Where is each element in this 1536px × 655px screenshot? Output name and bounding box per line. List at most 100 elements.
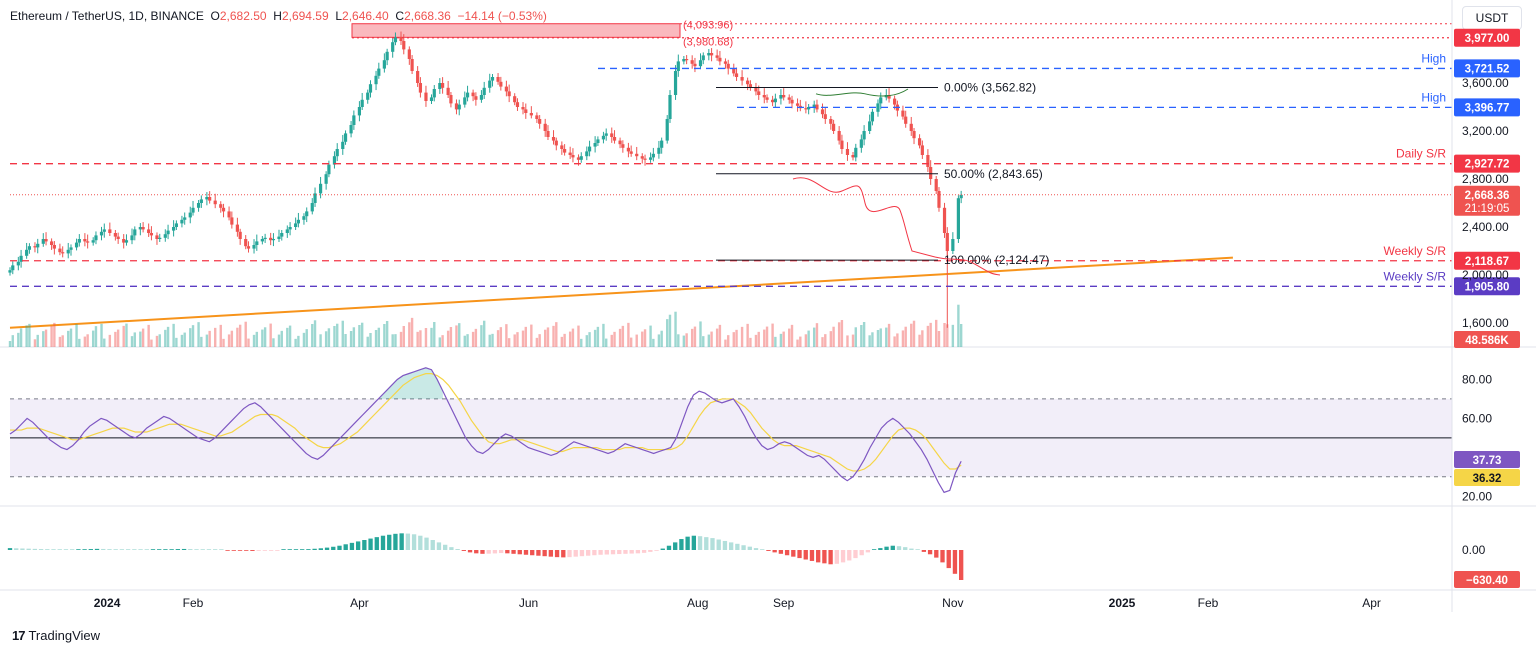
macd-histogram-bar — [679, 539, 684, 550]
volume-bar — [374, 330, 378, 347]
candle-body — [734, 73, 739, 77]
volume-bar — [17, 332, 20, 347]
candle-body — [432, 89, 436, 98]
volume-bar — [876, 330, 880, 347]
candle-body — [610, 133, 614, 137]
macd-histogram-bar — [573, 550, 578, 557]
macd-histogram-bar — [362, 540, 367, 550]
volume-bar — [832, 326, 835, 347]
macd-histogram-bar — [623, 550, 628, 554]
volume-bar — [585, 335, 588, 347]
candle-body — [377, 68, 381, 76]
macd-histogram-bar — [859, 550, 864, 556]
volume-bar — [812, 327, 816, 347]
macd-histogram-bar — [660, 548, 665, 550]
volume-bar — [269, 323, 272, 347]
volume-bar — [943, 323, 946, 347]
volume-bar — [699, 321, 702, 347]
candle-body — [513, 96, 517, 103]
time-tick-label: 2024 — [94, 596, 121, 610]
macd-histogram-bar — [7, 548, 13, 550]
candle-body — [91, 240, 95, 243]
candle-body — [69, 247, 73, 250]
candle-body — [829, 119, 833, 124]
candle-body — [524, 109, 528, 113]
price-tick-label: 2,400.00 — [1462, 220, 1509, 234]
macd-histogram-bar — [281, 549, 286, 550]
candle-body — [676, 61, 680, 71]
volume-bar — [710, 331, 713, 347]
macd-histogram-bar — [635, 550, 641, 554]
volume-bar — [749, 337, 752, 347]
candle-body — [926, 155, 930, 167]
candle-body — [438, 83, 442, 89]
tradingview-logo-icon: 17 — [12, 628, 26, 643]
volume-bar — [133, 332, 136, 347]
volume-bar — [385, 321, 389, 347]
current-price-value: 2,668.36 — [1465, 190, 1510, 202]
volume-bar — [621, 325, 625, 347]
volume-bar — [349, 331, 353, 347]
macd-histogram-bar — [585, 550, 591, 556]
bullish-projection-path — [815, 88, 909, 97]
volume-bar — [885, 327, 888, 347]
candle-body — [748, 84, 753, 88]
volume-bar — [44, 329, 48, 347]
volume-bar — [11, 335, 14, 347]
volume-bar — [746, 323, 749, 347]
volume-bar — [790, 324, 794, 347]
level-label: Daily S/R — [1396, 147, 1446, 161]
volume-bar — [715, 328, 719, 347]
candle-body — [812, 104, 816, 107]
volume-bar — [252, 334, 256, 347]
volume-bar — [627, 322, 630, 347]
candle-body — [124, 240, 129, 243]
candle-body — [859, 139, 863, 148]
macd-histogram-bar — [175, 549, 181, 550]
candle-body — [471, 92, 475, 97]
candle-body — [951, 239, 955, 251]
candle-body — [732, 68, 736, 74]
rsi-tick-label: 20.00 — [1462, 489, 1492, 503]
volume-bar — [103, 338, 106, 347]
macd-histogram-bar — [548, 550, 554, 557]
macd-histogram-bar — [847, 550, 852, 561]
volume-bar — [896, 333, 899, 347]
candle-body — [529, 113, 533, 116]
macd-value: −630.40 — [1466, 575, 1508, 587]
tradingview-brand[interactable]: 17 TradingView — [12, 628, 100, 643]
macd-histogram-bar — [14, 548, 19, 550]
candle-body — [219, 204, 223, 208]
candle-body — [58, 248, 62, 253]
volume-bar — [294, 338, 297, 347]
candle-body — [790, 99, 794, 104]
macd-histogram-bar — [685, 536, 690, 550]
volume-bar — [571, 328, 575, 347]
volume-bar — [524, 326, 527, 347]
candle-body — [324, 174, 328, 184]
macd-histogram-bar — [772, 550, 777, 553]
candle-body — [596, 139, 600, 143]
volume-bar — [67, 330, 70, 347]
currency-button[interactable]: USDT — [1462, 6, 1522, 30]
volume-bar — [482, 320, 486, 347]
candle-body — [385, 51, 389, 61]
close-label: C — [395, 9, 405, 23]
macd-histogram-bar — [331, 546, 336, 550]
macd-histogram-bar — [300, 549, 305, 550]
macd-histogram-bar — [20, 548, 25, 550]
candle-body — [25, 249, 29, 256]
candle-body — [690, 60, 694, 64]
macd-histogram-bar — [88, 549, 93, 550]
volume-bar — [959, 324, 963, 347]
volume-bar — [430, 327, 433, 347]
volume-bar — [114, 331, 117, 347]
volume-bar — [302, 332, 306, 347]
candle-body — [893, 98, 897, 105]
volume-bar — [402, 326, 405, 347]
candle-body — [868, 121, 872, 131]
low-label: L — [335, 9, 343, 23]
candle-body — [507, 91, 511, 97]
volume-bar — [219, 324, 222, 347]
